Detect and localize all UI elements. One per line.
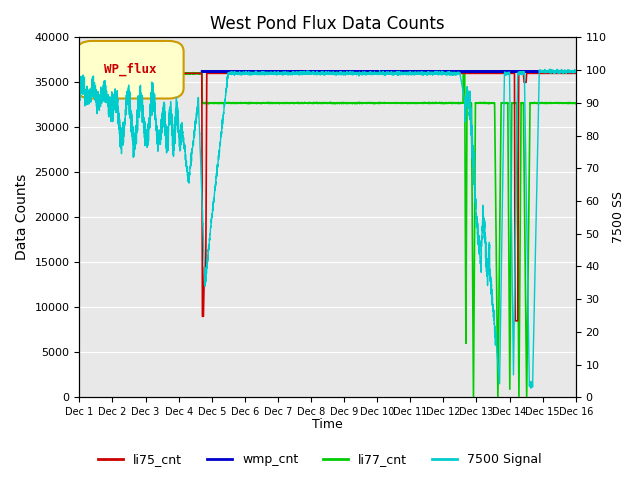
Line: li75_cnt: li75_cnt: [79, 73, 576, 321]
FancyBboxPatch shape: [77, 41, 184, 98]
7500 Signal: [572, 69, 580, 75]
wmp_cnt: [572, 69, 580, 74]
Line: wmp_cnt: wmp_cnt: [202, 71, 576, 72]
Line: 7500 Signal: 7500 Signal: [79, 69, 576, 388]
7500 Signal: [166, 115, 173, 121]
wmp_cnt: [265, 69, 273, 74]
wmp_cnt: [373, 69, 381, 74]
7500 Signal: [398, 71, 406, 76]
Line: li77_cnt: li77_cnt: [79, 72, 576, 397]
7500 Signal: [265, 70, 273, 75]
li77_cnt: [166, 70, 173, 76]
7500 Signal: [446, 72, 454, 77]
li75_cnt: [572, 71, 580, 76]
Y-axis label: 7500 SS: 7500 SS: [612, 192, 625, 243]
li75_cnt: [446, 71, 454, 76]
li77_cnt: [266, 101, 273, 107]
li77_cnt: [373, 100, 381, 106]
Legend: li75_cnt, wmp_cnt, li77_cnt, 7500 Signal: li75_cnt, wmp_cnt, li77_cnt, 7500 Signal: [93, 448, 547, 471]
li75_cnt: [265, 71, 273, 76]
li75_cnt: [398, 71, 406, 76]
7500 Signal: [527, 385, 534, 391]
li75_cnt: [511, 318, 519, 324]
li75_cnt: [484, 71, 492, 76]
wmp_cnt: [484, 69, 492, 74]
7500 Signal: [546, 66, 554, 72]
li77_cnt: [446, 100, 454, 106]
7500 Signal: [373, 71, 381, 76]
wmp_cnt: [446, 69, 454, 74]
7500 Signal: [484, 265, 492, 271]
Y-axis label: Data Counts: Data Counts: [15, 174, 29, 261]
li75_cnt: [373, 71, 381, 76]
li77_cnt: [470, 395, 477, 400]
li75_cnt: [166, 71, 173, 76]
7500 Signal: [76, 89, 83, 95]
Text: WP_flux: WP_flux: [104, 62, 157, 76]
li77_cnt: [76, 70, 83, 76]
li75_cnt: [76, 71, 83, 76]
li77_cnt: [572, 100, 580, 106]
X-axis label: Time: Time: [312, 419, 343, 432]
li77_cnt: [189, 70, 196, 75]
li77_cnt: [484, 100, 492, 106]
li77_cnt: [399, 100, 406, 106]
wmp_cnt: [398, 69, 406, 75]
Title: West Pond Flux Data Counts: West Pond Flux Data Counts: [211, 15, 445, 33]
